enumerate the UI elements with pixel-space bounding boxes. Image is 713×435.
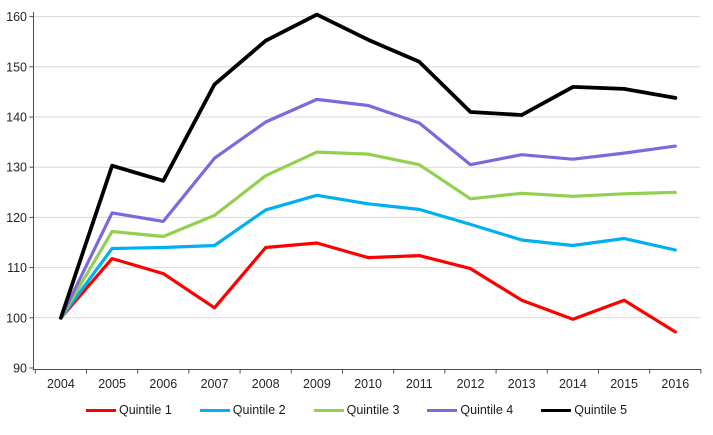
- legend-swatch-icon: [313, 408, 344, 412]
- legend-label: Quintile 3: [346, 403, 400, 417]
- legend-swatch-icon: [85, 408, 116, 412]
- legend-item-quintile-5: Quintile 5: [541, 403, 627, 417]
- y-axis-label: 130: [6, 161, 27, 175]
- legend-label: Quintile 4: [460, 403, 514, 417]
- series-line-quintile-1: [59, 241, 677, 334]
- y-axis-label: 100: [6, 311, 27, 325]
- x-axis-label: 2005: [98, 377, 126, 391]
- x-axis-label: 2014: [559, 377, 587, 391]
- legend-item-quintile-3: Quintile 3: [313, 403, 400, 417]
- chart-legend: Quintile 1 Quintile 2 Quintile 3 Quintile 4…: [0, 403, 713, 417]
- legend-item-quintile-4: Quintile 4: [427, 403, 513, 417]
- y-axis-label: 150: [6, 60, 27, 74]
- x-axis-label: 2016: [661, 377, 689, 391]
- series-line-quintile-4: [59, 97, 677, 320]
- legend-item-quintile-2: Quintile 2: [199, 403, 286, 417]
- series-line-quintile-2: [59, 193, 677, 320]
- y-axis-label: 90: [13, 362, 27, 376]
- legend-swatch-icon: [199, 408, 230, 412]
- x-axis-label: 2009: [303, 377, 331, 391]
- x-axis-label: 2008: [252, 377, 280, 391]
- legend-label: Quintile 2: [232, 403, 286, 417]
- x-axis-label: 2015: [610, 377, 638, 391]
- x-axis-label: 2004: [47, 377, 75, 391]
- x-axis-label: 2011: [406, 377, 433, 391]
- legend-label: Quintile 1: [118, 403, 172, 417]
- y-axis-label: 110: [7, 261, 27, 275]
- legend-label: Quintile 5: [574, 403, 628, 417]
- series-line-quintile-5: [59, 12, 678, 320]
- x-axis-label: 2010: [354, 377, 382, 391]
- series-line-quintile-3: [59, 150, 677, 320]
- x-axis-label: 2006: [149, 377, 177, 391]
- y-axis-label: 160: [6, 10, 27, 24]
- y-axis-label: 120: [6, 211, 27, 225]
- y-axis-label: 140: [6, 111, 27, 125]
- legend-item-quintile-1: Quintile 1: [85, 403, 172, 417]
- legend-swatch-icon: [541, 408, 572, 412]
- x-axis-label: 2013: [508, 377, 536, 391]
- x-axis-label: 2012: [457, 377, 485, 391]
- x-axis-label: 2007: [201, 377, 229, 391]
- legend-swatch-icon: [427, 408, 458, 412]
